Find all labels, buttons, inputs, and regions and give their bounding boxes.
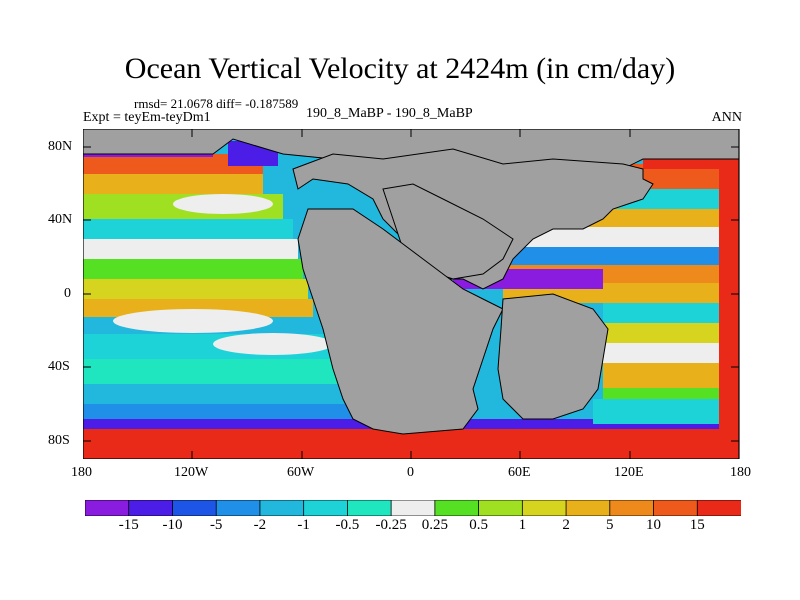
plot-title: Ocean Vertical Velocity at 2424m (in cm/…: [124, 52, 676, 85]
lat-label-40n: 40N: [48, 212, 73, 227]
colorbar-swatch: [172, 500, 218, 516]
experiment-label: Expt = teyEm-teyDm1: [83, 110, 211, 125]
colorbar-swatch: [390, 500, 436, 516]
map-ticks: [83, 129, 739, 459]
colorbar-swatch: [565, 500, 611, 516]
colorbar-swatch: [521, 500, 567, 516]
lon-label-0: 0: [407, 465, 414, 480]
lon-label-60e: 60E: [508, 465, 531, 480]
colorbar-swatch: [434, 500, 480, 516]
colorbar-swatch: [303, 500, 349, 516]
colorbar: [85, 500, 741, 516]
colorbar-label: -2: [253, 517, 267, 533]
colorbar-label: 5: [606, 517, 614, 533]
colorbar-label: -1: [297, 517, 310, 533]
colorbar-label: -0.5: [335, 517, 360, 533]
colorbar-swatch: [215, 500, 261, 516]
colorbar-label: 15: [689, 517, 705, 533]
lon-label-180w: 180: [71, 465, 92, 480]
colorbar-swatch: [85, 500, 130, 516]
colorbar-label: -15: [118, 517, 139, 533]
colorbar-label: 0.25: [421, 517, 448, 533]
lon-label-180e: 180: [730, 465, 751, 480]
colorbar-swatch: [346, 500, 393, 516]
lat-label-80n: 80N: [48, 139, 73, 154]
lat-label-40s: 40S: [48, 359, 70, 374]
lon-label-60w: 60W: [287, 465, 315, 480]
lon-label-120w: 120W: [174, 465, 209, 480]
colorbar-label: -5: [209, 517, 223, 533]
colorbar-label: -10: [162, 517, 183, 533]
map-plot: [83, 129, 740, 459]
colorbar-label: 1: [518, 517, 527, 533]
case-label: 190_8_MaBP - 190_8_MaBP: [306, 106, 473, 121]
colorbar-label: 2: [562, 517, 570, 533]
colorbar-swatch: [478, 500, 524, 516]
colorbar-swatch: [259, 500, 305, 516]
colorbar-label: 10: [646, 517, 662, 533]
colorbar-label: 0.5: [469, 517, 488, 533]
stats-text: rmsd= 21.0678 diff= -0.187589: [134, 96, 299, 111]
colorbar-swatch: [696, 500, 741, 516]
colorbar-swatch: [609, 500, 655, 516]
lon-label-120e: 120E: [614, 465, 644, 480]
lat-label-0: 0: [64, 286, 71, 301]
colorbar-label: -0.25: [375, 517, 407, 533]
colorbar-swatch: [128, 500, 174, 516]
season-label: ANN: [711, 110, 742, 125]
land-mask: [83, 129, 739, 435]
lat-label-80s: 80S: [48, 433, 70, 448]
colorbar-swatch: [653, 500, 699, 516]
